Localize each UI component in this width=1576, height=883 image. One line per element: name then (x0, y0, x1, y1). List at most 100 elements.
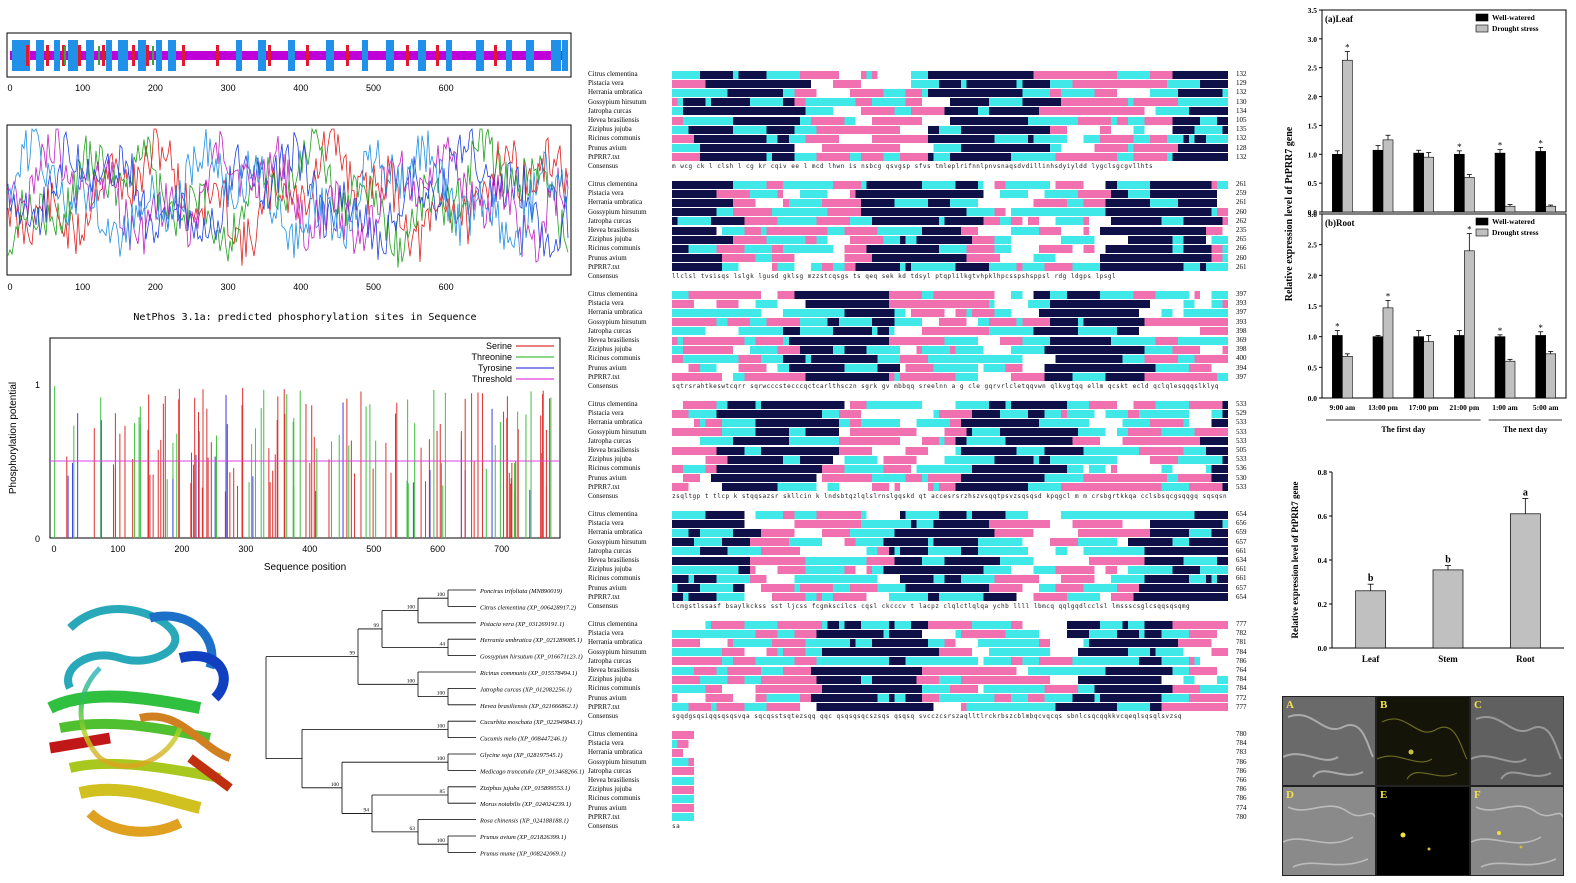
tree-taxon: Herrania umbratica (XP_021289085.1) (479, 637, 582, 644)
alignment-position-number: 657 (1236, 537, 1247, 546)
alignment-block: Citrus clementina 533 Pistacia vera 529 Herr… (588, 400, 1288, 501)
tree-taxon: Medicago truncatula (XP_013468266.1) (479, 768, 584, 775)
domain-block (288, 40, 295, 71)
micro-label-c: C (1474, 699, 1482, 711)
alignment-sequence-track (672, 79, 1228, 88)
alignment-row: Hevea brasiliensis 505 (588, 446, 1288, 455)
alignment-sequence-track (672, 153, 1228, 162)
consensus-sequence: sqtrsrahtkeswtcqrr sqrwcccstecccqctcarlt… (672, 382, 1219, 390)
alignment-species-label: Hevea brasiliensis (588, 775, 640, 784)
alignment-species-label: Jatropha curcas (588, 656, 632, 665)
timecourse-ytick-label: 3.5 (1308, 6, 1318, 15)
alignment-position-number: 397 (1236, 372, 1247, 381)
alignment-position-number: 262 (1236, 216, 1247, 225)
domain-site-green (64, 46, 66, 65)
tree-taxon: Hevea brasiliensis (XP_021666862.1) (479, 703, 578, 710)
domain-site (216, 45, 219, 66)
significance-star: * (1467, 225, 1472, 235)
domain-block (236, 40, 242, 71)
phylogenetic-tree: Poncirus trifoliata (MN890019) Citrus cle… (265, 588, 584, 857)
alignment-position-number: 265 (1236, 235, 1247, 244)
consensus-sequence: m wcg ck l clsh l cg kr cqiv ee l mcd lh… (672, 162, 1154, 170)
tissue-bar-chart: Relative expression level of PtPRR7 gene… (1290, 468, 1564, 664)
timecourse-ytick-label: 2.5 (1308, 241, 1318, 250)
tissue-xtick-label: Stem (1438, 654, 1458, 664)
alignment-sequence-track (672, 593, 1228, 602)
alignment-sequence-track (672, 519, 1228, 528)
alignment-position-number: 784 (1236, 675, 1247, 684)
domain-tick-label: 400 (293, 83, 308, 93)
alignment-species-label: Gossypium hirsutum (588, 97, 647, 106)
alignment-position-number: 533 (1236, 400, 1247, 408)
alignment-position-number: 766 (1236, 775, 1247, 784)
domain-block (562, 40, 568, 71)
alignment-consensus-row: Consensus zsqltgp t tlcp k stqqsazsr skll… (588, 492, 1288, 501)
alignment-species-label: Jatropha curcas (588, 216, 632, 225)
alignment-row: Ziziphus jujuba 135 (588, 125, 1288, 134)
alignment-position-number: 132 (1236, 134, 1247, 143)
alignment-sequence-track (672, 364, 1228, 373)
alignment-position-number: 266 (1236, 244, 1247, 253)
alignment-species-label: Pistacia vera (588, 629, 624, 638)
timecourse-legend-swatch (1475, 228, 1489, 237)
timecourse-bar (1494, 152, 1506, 213)
alignment-position-number: 780 (1236, 812, 1247, 821)
alignment-position-number: 134 (1236, 106, 1247, 115)
alignment-position-number: 132 (1236, 70, 1247, 78)
alignment-sequence-track (672, 290, 1228, 299)
alignment-sequence-track (672, 446, 1228, 455)
group-label: The first day (1381, 425, 1425, 434)
alignment-row: Herrania umbratica 397 (588, 308, 1288, 317)
timecourse-xtick-label: 17:00 pm (1409, 403, 1440, 412)
alignment-sequence-track (672, 373, 1228, 382)
alignment-sequence-track (672, 556, 1228, 565)
alignment-sequence-track (672, 813, 694, 822)
alignment-position-number: 657 (1236, 583, 1247, 592)
significance-star: * (1538, 138, 1543, 148)
alignment-row: Citrus clementina 397 (588, 290, 1288, 299)
timecourse-title: (a)Leaf (1325, 14, 1354, 24)
alignment-row: Prunus avium 128 (588, 144, 1288, 153)
alignment-position-number: 397 (1236, 308, 1247, 317)
alignment-sequence-track (672, 327, 1228, 336)
alignment-species-label: PtPRR7.txt (588, 812, 620, 821)
alignment-row: Pistacia vera 656 (588, 519, 1288, 528)
cons-tick-label: 0 (7, 282, 12, 292)
micro-panel-e: E (1376, 786, 1470, 876)
consensus-label: Consensus (588, 491, 618, 500)
tissue-ylabel: Relative expression level of PtPRR7 gene (1290, 481, 1300, 638)
consensus-label: Consensus (588, 711, 618, 720)
tissue-bar (1432, 569, 1464, 649)
alignment-row: Citrus clementina 777 (588, 620, 1288, 629)
domain-site (78, 45, 81, 66)
alignment-row: Pistacia vera 529 (588, 409, 1288, 418)
alignment-position-number: 505 (1236, 445, 1247, 454)
netphos-legend-label: Threshold (472, 374, 512, 384)
alignment-position-number: 260 (1236, 207, 1247, 216)
alignment-sequence-track (672, 547, 1228, 556)
alignment-consensus-row: Consensus m wcg ck l clsh l cg kr cqiv ee… (588, 162, 1288, 171)
consensus-label: Consensus (588, 601, 618, 610)
alignment-sequence-track (672, 134, 1228, 143)
consensus-sequence: zsqltgp t tlcp k stqqsazsr skllcin k lnd… (672, 492, 1228, 500)
alignment-species-label: Pistacia vera (588, 519, 624, 528)
alignment-species-label: Hevea brasiliensis (588, 115, 640, 124)
cons-tick-label: 400 (293, 282, 308, 292)
alignment-species-label: Gossypium hirsutum (588, 647, 647, 656)
alignment-species-label: Ziziphus jujuba (588, 675, 632, 684)
domain-site (346, 45, 349, 66)
timecourse-ytick-label: 2.5 (1308, 64, 1318, 73)
alignment-sequence-track (672, 345, 1228, 354)
alignment-species-label: PtPRR7.txt (588, 482, 620, 491)
timecourse-legend-label: Well-watered (1492, 13, 1536, 22)
alignment-consensus-row: Consensus llclsl tvsisqs lslgk lgusd gkls… (588, 272, 1288, 281)
domain-tick-label: 0 (7, 83, 12, 93)
alignment-species-label: Citrus clementina (588, 730, 638, 738)
timecourse-frame (1321, 213, 1567, 399)
alignment-row: Ricinus communis 786 (588, 794, 1288, 803)
netphos-panel: NetPhos 3.1a: predicted phosphorylation … (4, 308, 576, 578)
alignment-block: Citrus clementina 780 Pistacia vera 784 Herr… (588, 730, 1288, 831)
timecourse-legend-label: Drought stress (1492, 228, 1539, 237)
cons-tick-label: 600 (439, 282, 454, 292)
tree-bootstrap: 44 (440, 641, 446, 647)
